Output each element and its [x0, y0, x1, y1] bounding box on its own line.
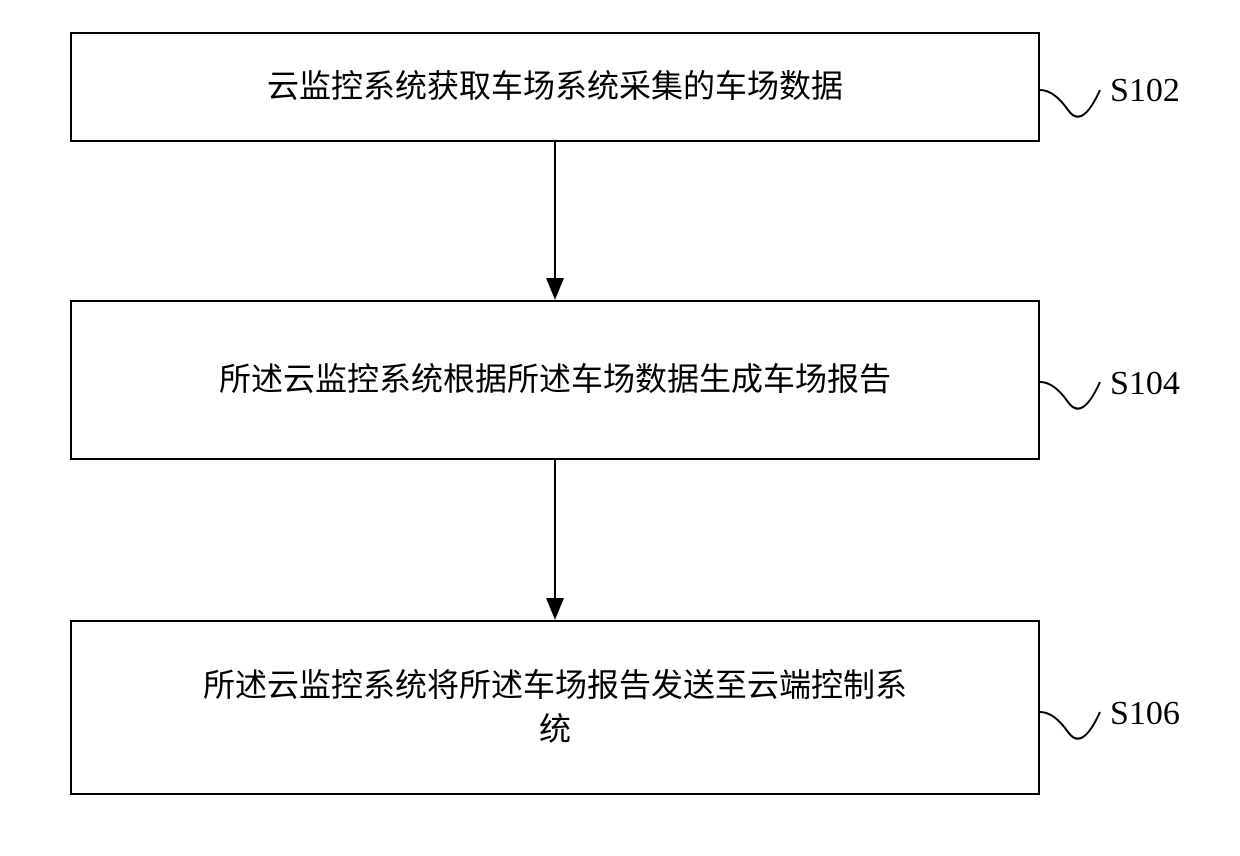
- step-label-s104: S104: [1110, 365, 1180, 403]
- flowchart-canvas: 云监控系统获取车场系统采集的车场数据 S102 所述云监控系统根据所述车场数据生…: [0, 0, 1240, 856]
- step-text-s104: 所述云监控系统根据所述车场数据生成车场报告: [219, 358, 891, 401]
- step-box-s102: 云监控系统获取车场系统采集的车场数据: [70, 32, 1040, 142]
- step-text-s102: 云监控系统获取车场系统采集的车场数据: [267, 65, 843, 108]
- step-box-s106: 所述云监控系统将所述车场报告发送至云端控制系 统: [70, 620, 1040, 795]
- step-box-s104: 所述云监控系统根据所述车场数据生成车场报告: [70, 300, 1040, 460]
- step-label-s102: S102: [1110, 72, 1180, 110]
- step-label-s106: S106: [1110, 695, 1180, 733]
- step-text-s106: 所述云监控系统将所述车场报告发送至云端控制系 统: [203, 664, 907, 750]
